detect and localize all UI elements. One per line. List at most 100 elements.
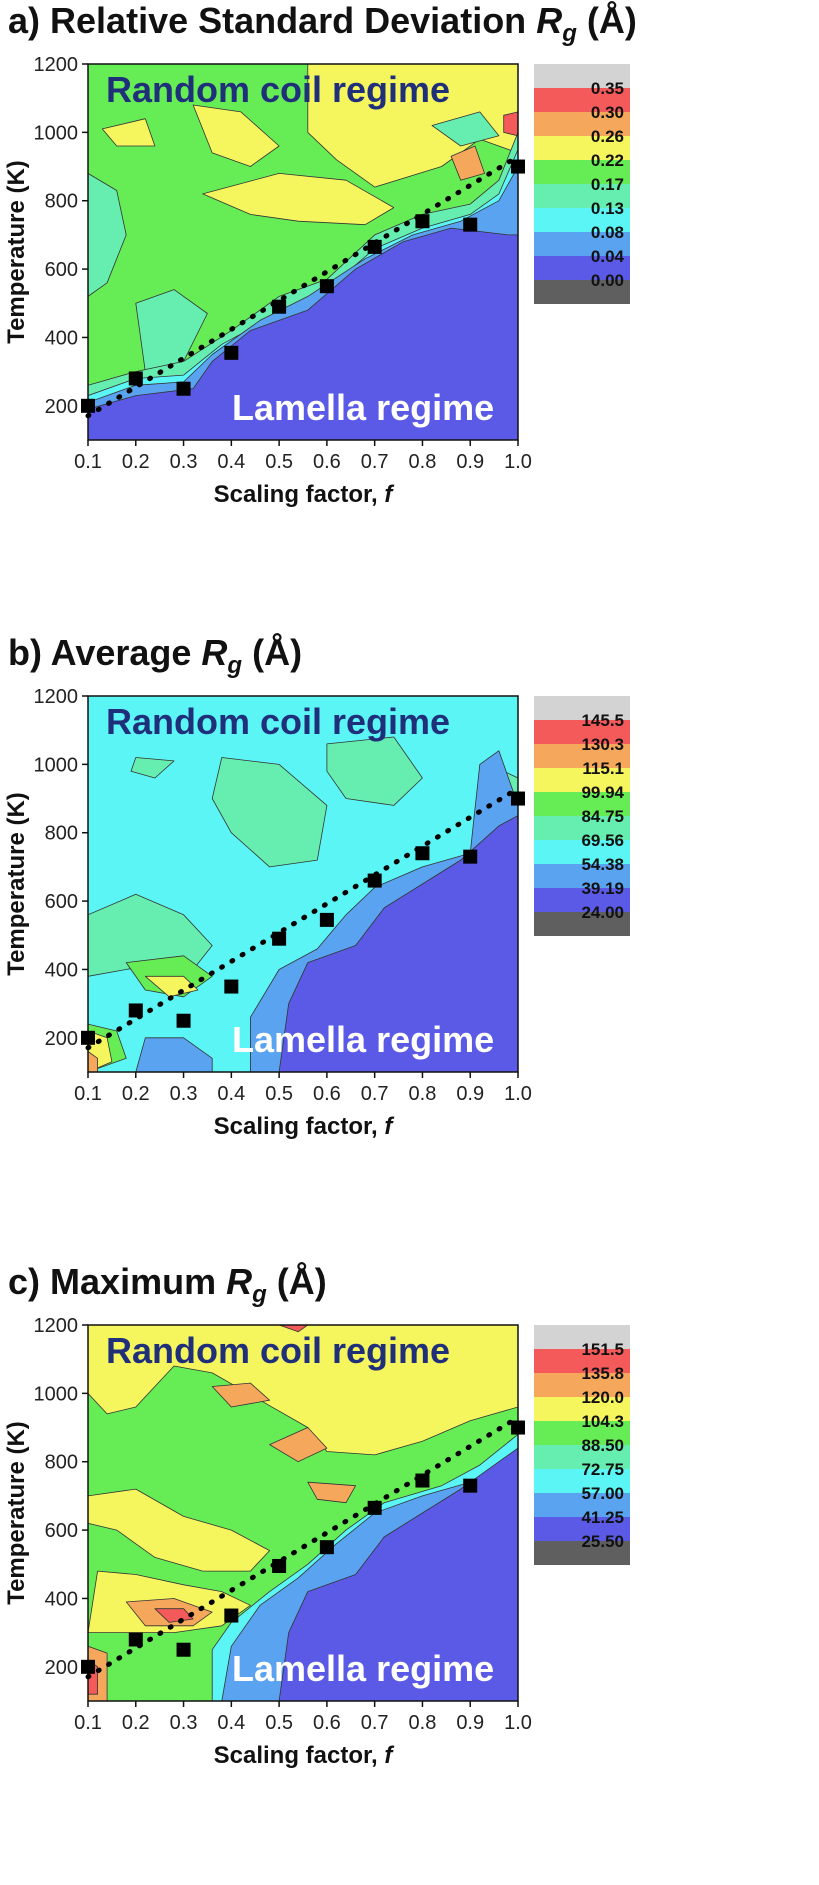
panel-b-data-marker [224, 979, 239, 994]
panel-a-contour-band [88, 172, 127, 297]
panel-c-contour-band [211, 1382, 271, 1408]
panel-b-data-marker [511, 791, 525, 806]
panel-b-title-text: Average [50, 632, 192, 673]
panel-c-legend-label: 25.50 [581, 1532, 624, 1551]
panel-c-contour-band [278, 1447, 518, 1701]
panel-b-lamella-label: Lamella regime [232, 1019, 494, 1060]
panel-c-lamella-label: Lamella regime [232, 1648, 494, 1689]
panel-b-title: b) Average Rg (Å) [8, 632, 302, 680]
panel-c-title-symbol: R [226, 1261, 253, 1302]
panel-a-data-marker [415, 214, 430, 229]
panel-b-legend-label: 84.75 [581, 807, 624, 826]
panel-a-plot-frame [87, 63, 519, 441]
panel-a-legend-swatch [534, 256, 630, 280]
panel-a: a) Relative Standard Deviation Rg (Å) 0.… [0, 0, 819, 625]
panel-a-contour-band [431, 111, 500, 147]
panel-a-legend-label: 0.17 [591, 175, 624, 194]
panel-a-legend-swatch [534, 64, 630, 88]
panel-c-x-tick-label: 0.7 [361, 1712, 389, 1734]
panel-b-y-tick-label: 400 [45, 959, 78, 981]
panel-b-y-tick-label: 1200 [34, 686, 79, 708]
panel-c-y-tick-label: 1200 [34, 1315, 79, 1337]
panel-b-y-tick-label: 1000 [34, 754, 79, 776]
panel-c-title-unit: (Å) [276, 1261, 327, 1302]
panel-c: c) Maximum Rg (Å) 0.1 0.2 0.3 0.4 0.5 0.6 0.7 0… [0, 1261, 819, 1885]
panel-a-chart: 0.1 0.2 0.3 0.4 0.5 0.6 0.7 0.8 0.9 1.0 200 400 600 8… [3, 54, 630, 508]
panel-b-legend-label: 39.19 [581, 879, 624, 898]
panel-c-x-tick-label: 0.1 [74, 1712, 102, 1734]
panel-c-data-marker [128, 1632, 143, 1647]
panel-a-legend-label: 0.00 [591, 271, 624, 290]
panel-a-title-symbol: R [536, 0, 563, 41]
panel-a-y-tick-label: 200 [45, 396, 78, 418]
panel-b-x-tick-label: 1.0 [504, 1083, 532, 1105]
panel-c-data-marker [272, 1558, 287, 1573]
panel-a-x-tick-label: 0.4 [217, 451, 245, 473]
panel-b-data-marker [463, 849, 478, 864]
panel-c-legend-swatch [534, 1445, 630, 1469]
panel-c-x-tick-label: 0.6 [313, 1712, 341, 1734]
panel-b-contour-band [326, 736, 423, 806]
panel-c-contour-band [88, 1488, 271, 1572]
panel-a-y-tick-label: 800 [45, 191, 78, 213]
panel-c-legend-swatch [534, 1397, 630, 1421]
panel-a-data-marker [463, 217, 478, 232]
panel-a-legend-swatch [534, 136, 630, 160]
panel-a-legend-swatch [534, 280, 630, 304]
panel-a-legend-label: 0.22 [591, 151, 624, 170]
panel-c-x-tick-label: 0.2 [122, 1712, 150, 1734]
panel-a-contour-band [101, 118, 156, 147]
panel-a-contour-band [307, 64, 518, 188]
panel-a-title: a) Relative Standard Deviation Rg (Å) [8, 0, 637, 48]
panel-a-x-tick-label: 0.8 [409, 451, 437, 473]
panel-a-lamella-label: Lamella regime [232, 387, 494, 428]
panel-b-y-tick-label: 800 [45, 823, 78, 845]
panel-c-legend-label: 120.0 [581, 1388, 624, 1407]
panel-b-x-axis-title: Scaling factor, f [214, 1113, 395, 1140]
panel-c-data-marker [224, 1608, 239, 1623]
panel-a-data-marker [367, 239, 382, 254]
panel-b-contour-bands [88, 696, 518, 1072]
panel-c-legend-label: 104.3 [581, 1412, 624, 1431]
panel-a-y-axis-title: Temperature (K) [3, 160, 30, 344]
panel-c-legend-swatch [534, 1325, 630, 1349]
panel-b-data-marker [176, 1013, 191, 1028]
panel-a-x-tick-label: 0.6 [313, 451, 341, 473]
panel-a-x-tick-label: 0.1 [74, 451, 102, 473]
panel-b-random-coil-label: Random coil regime [106, 701, 450, 742]
panel-a-x-tick-label: 0.3 [170, 451, 198, 473]
panel-a-legend-swatch [534, 88, 630, 112]
panel-c-legend-swatch [534, 1517, 630, 1541]
panel-a-letter: a) [8, 0, 41, 41]
panel-a-y-tick-label: 600 [45, 259, 78, 281]
panel-b-x-tick-label: 0.3 [170, 1083, 198, 1105]
panel-b-data-marker [367, 873, 382, 888]
panel-c-y-axis-title: Temperature (K) [3, 1421, 30, 1605]
panel-b-legend-label: 145.5 [581, 711, 624, 730]
panel-a-y-tick-label: 1200 [34, 54, 79, 76]
panel-b-legend-swatch [534, 816, 630, 840]
panel-c-random-coil-label: Random coil regime [106, 1330, 450, 1371]
panel-b-legend-swatch [534, 792, 630, 816]
panel-a-data-marker [176, 381, 191, 396]
panel-b-contour-band [88, 1051, 98, 1072]
panel-c-legend-swatch [534, 1541, 630, 1565]
panel-c-legend-label: 135.8 [581, 1364, 624, 1383]
panel-a-legend-swatch [534, 184, 630, 208]
panel-c-data-marker [176, 1642, 191, 1657]
panel-b-x-tick-label: 0.6 [313, 1083, 341, 1105]
panel-c-x-tick-label: 0.9 [456, 1712, 484, 1734]
panel-a-data-marker [128, 371, 143, 386]
panel-b-legend-swatch [534, 720, 630, 744]
panel-b-y-tick-label: 200 [45, 1028, 78, 1050]
panel-a-contour-band [192, 104, 280, 167]
panel-b-x-tick-label: 0.9 [456, 1083, 484, 1105]
panel-c-legend-label: 72.75 [581, 1460, 624, 1479]
panel-b-legend-swatch [534, 864, 630, 888]
panel-a-y-tick-label: 400 [45, 327, 78, 349]
panel-b-legend-label: 115.1 [582, 759, 624, 778]
panel-a-x-tick-label: 0.2 [122, 451, 150, 473]
panel-c-y-tick-label: 400 [45, 1588, 78, 1610]
panel-c-data-marker [415, 1473, 430, 1488]
panel-c-contour-band [269, 1427, 328, 1463]
